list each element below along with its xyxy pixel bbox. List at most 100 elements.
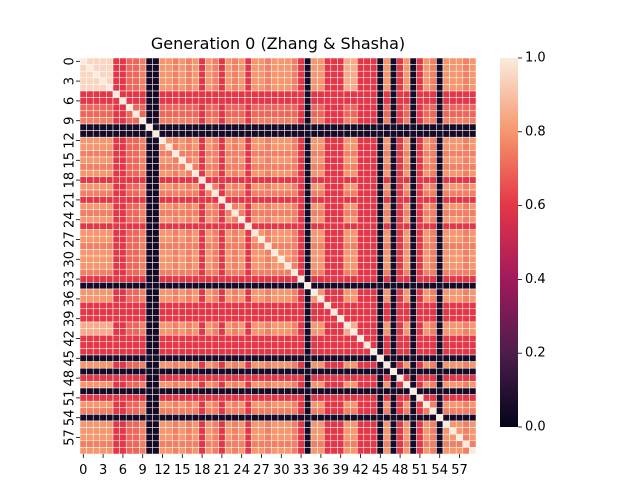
heatmap-cell xyxy=(469,242,477,250)
heatmap-cell xyxy=(99,90,107,98)
heatmap-cell xyxy=(125,90,134,98)
heatmap-cell xyxy=(330,242,338,250)
heatmap-cell xyxy=(145,209,153,217)
heatmap-cell xyxy=(416,196,424,204)
heatmap-cell xyxy=(112,387,120,395)
heatmap-cell xyxy=(436,103,444,112)
heatmap-cell xyxy=(317,321,325,329)
heatmap-cell xyxy=(304,433,312,442)
heatmap-cell xyxy=(125,262,134,270)
heatmap-cell xyxy=(158,268,167,277)
heatmap-cell xyxy=(323,70,332,79)
heatmap-cell xyxy=(158,84,167,92)
heatmap-cell xyxy=(376,202,384,211)
heatmap-cell xyxy=(277,110,285,118)
heatmap-cell xyxy=(251,64,259,72)
heatmap-cell xyxy=(363,110,371,118)
heatmap-cell xyxy=(251,156,259,164)
heatmap-cell xyxy=(409,374,417,382)
heatmap-cell xyxy=(257,176,266,184)
heatmap-cell xyxy=(257,275,266,283)
heatmap-cell xyxy=(205,143,213,151)
heatmap-cell xyxy=(323,301,332,310)
heatmap-cell xyxy=(277,103,285,112)
y-tick-label: 24 xyxy=(63,211,78,228)
heatmap-cell xyxy=(205,189,213,197)
heatmap-cell xyxy=(290,394,299,402)
heatmap-cell xyxy=(409,262,417,270)
heatmap-cell xyxy=(92,117,101,125)
heatmap-cell xyxy=(119,229,127,237)
heatmap-cell xyxy=(442,130,450,138)
heatmap-cell xyxy=(363,381,371,389)
heatmap-cell xyxy=(224,189,233,197)
heatmap-cell xyxy=(350,123,358,131)
heatmap-cell xyxy=(158,354,167,362)
heatmap-cell xyxy=(376,123,384,131)
heatmap-cell xyxy=(422,374,431,382)
heatmap-cell xyxy=(238,117,246,125)
heatmap-cell xyxy=(145,169,153,178)
heatmap-cell xyxy=(205,196,213,204)
heatmap-cell xyxy=(455,301,464,310)
heatmap-cell xyxy=(416,156,424,164)
heatmap-cell xyxy=(125,374,134,382)
heatmap-cell xyxy=(290,136,299,145)
heatmap-cell xyxy=(132,110,140,118)
heatmap-cell xyxy=(158,176,167,184)
heatmap-cell xyxy=(462,328,470,336)
heatmap-cell xyxy=(337,433,345,442)
heatmap-cell xyxy=(264,400,272,409)
heatmap-cell xyxy=(271,169,279,178)
heatmap-cell xyxy=(422,64,431,72)
heatmap-cell xyxy=(198,354,206,362)
heatmap-cell xyxy=(389,156,398,164)
heatmap-cell xyxy=(337,354,345,362)
heatmap-cell xyxy=(277,183,285,191)
heatmap-cell xyxy=(422,414,431,422)
heatmap-cell xyxy=(409,433,417,442)
heatmap-cell xyxy=(165,308,173,316)
heatmap-cell xyxy=(389,367,398,376)
heatmap-cell xyxy=(323,361,332,369)
heatmap-cell xyxy=(304,315,312,323)
heatmap-cell xyxy=(119,301,127,310)
y-tick-label: 12 xyxy=(63,132,78,149)
heatmap-cell xyxy=(363,334,371,343)
heatmap-cell xyxy=(198,90,206,98)
heatmap-cell xyxy=(376,229,384,237)
heatmap-cell xyxy=(257,361,266,369)
x-tick-label: 18 xyxy=(194,463,211,478)
heatmap-cell xyxy=(429,394,437,402)
heatmap-cell xyxy=(317,381,325,389)
heatmap-cell xyxy=(422,242,431,250)
heatmap-cell xyxy=(139,400,147,409)
heatmap-cell xyxy=(469,308,477,316)
heatmap-cell xyxy=(139,189,147,197)
heatmap-cell xyxy=(178,341,186,349)
heatmap-cell xyxy=(422,235,431,244)
heatmap-cell xyxy=(337,169,345,178)
heatmap-cell xyxy=(396,295,404,303)
heatmap-cell xyxy=(79,255,87,263)
heatmap-cell xyxy=(185,196,193,204)
heatmap-cell xyxy=(99,176,107,184)
heatmap-cell xyxy=(337,249,345,257)
heatmap-cell xyxy=(205,288,213,296)
heatmap-cell xyxy=(86,90,94,98)
heatmap-cell xyxy=(145,242,153,250)
heatmap-cell xyxy=(152,275,160,283)
heatmap-cell xyxy=(330,84,338,92)
heatmap-cell xyxy=(139,77,147,85)
heatmap-cell xyxy=(297,282,305,290)
heatmap-cell xyxy=(211,130,219,138)
heatmap-cell xyxy=(172,427,180,435)
heatmap-cell xyxy=(317,143,325,151)
heatmap-cell xyxy=(290,334,299,343)
heatmap-cell xyxy=(469,156,477,164)
heatmap-cell xyxy=(125,414,134,422)
heatmap-cell xyxy=(92,189,101,197)
heatmap-cell xyxy=(218,268,226,277)
heatmap-cell xyxy=(403,169,411,178)
heatmap-cell xyxy=(469,235,477,244)
